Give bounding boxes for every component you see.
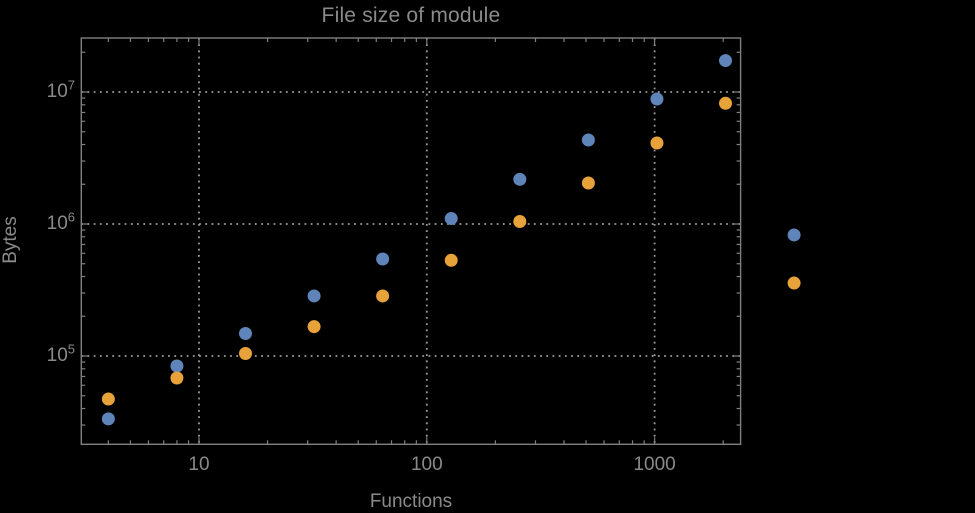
blue-series-point: [170, 359, 184, 373]
chart-title: File size of module: [321, 4, 501, 27]
orange-series-point: [101, 392, 115, 406]
blue-series-point: [444, 212, 458, 226]
blue-series-point: [581, 133, 595, 147]
blue-series-point: [513, 172, 527, 186]
x-tick-label: 100: [410, 454, 443, 475]
blue-series-point: [650, 92, 664, 106]
orange-series-point: [581, 176, 595, 190]
blue-series-point: [101, 412, 115, 426]
orange-series-point: [444, 253, 458, 267]
orange-series-point: [376, 289, 390, 303]
orange-series-point: [307, 320, 321, 334]
orange-series-point: [650, 136, 664, 150]
x-axis-label: Functions: [369, 491, 453, 512]
x-tick-label: 1000: [633, 454, 676, 475]
y-tick-label: 106: [46, 209, 75, 234]
plot-frame: [80, 37, 742, 445]
orange-series-point: [238, 346, 252, 360]
y-tick-label: 105: [46, 341, 75, 366]
blue-series-point: [376, 252, 390, 266]
orange-series-point: [513, 214, 527, 228]
y-axis-label: Bytes: [0, 216, 21, 264]
blue-series-point: [238, 327, 252, 341]
orange-series-point: [719, 96, 733, 110]
y-tick-label: 107: [46, 77, 75, 102]
orange-series-point: [170, 371, 184, 385]
orange-series-point: [787, 276, 801, 290]
x-tick-label: 10: [188, 454, 210, 475]
blue-series-point: [719, 54, 733, 68]
blue-series-point: [787, 228, 801, 242]
blue-series-point: [307, 289, 321, 303]
